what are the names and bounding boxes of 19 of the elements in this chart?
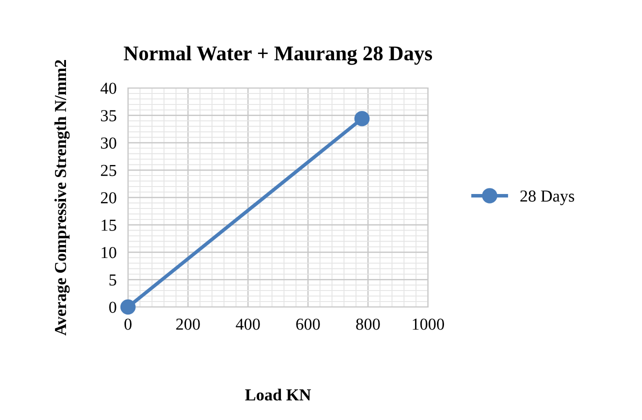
y-tick-label: 10 (102, 246, 116, 258)
y-tick-label: 0 (109, 302, 116, 313)
y-tick-label: 5 (110, 274, 116, 286)
y-tick-label: 20 (100, 192, 116, 204)
y-tick-label: 15 (102, 220, 116, 231)
y-tick-label: 25 (100, 164, 116, 176)
y-tick-label: 35 (101, 110, 116, 122)
x-tick-label: 800 (356, 318, 380, 330)
x-tick-label: 400 (236, 318, 260, 330)
x-tick-label: 1000 (412, 318, 444, 330)
x-tick-label: 200 (176, 318, 200, 330)
y-tick-label: 30 (101, 137, 116, 149)
y-tick-label: 40 (100, 82, 116, 94)
x-axis-title: Load KN (245, 388, 311, 401)
y-axis-title: Average Compressive Strength N/mm2 (54, 60, 70, 336)
chart-title: Normal Water + Maurang 28 Days (124, 46, 432, 65)
legend-label: 28 Days (520, 190, 574, 206)
x-tick-label: 0 (124, 318, 132, 330)
x-tick-label: 600 (296, 318, 320, 330)
